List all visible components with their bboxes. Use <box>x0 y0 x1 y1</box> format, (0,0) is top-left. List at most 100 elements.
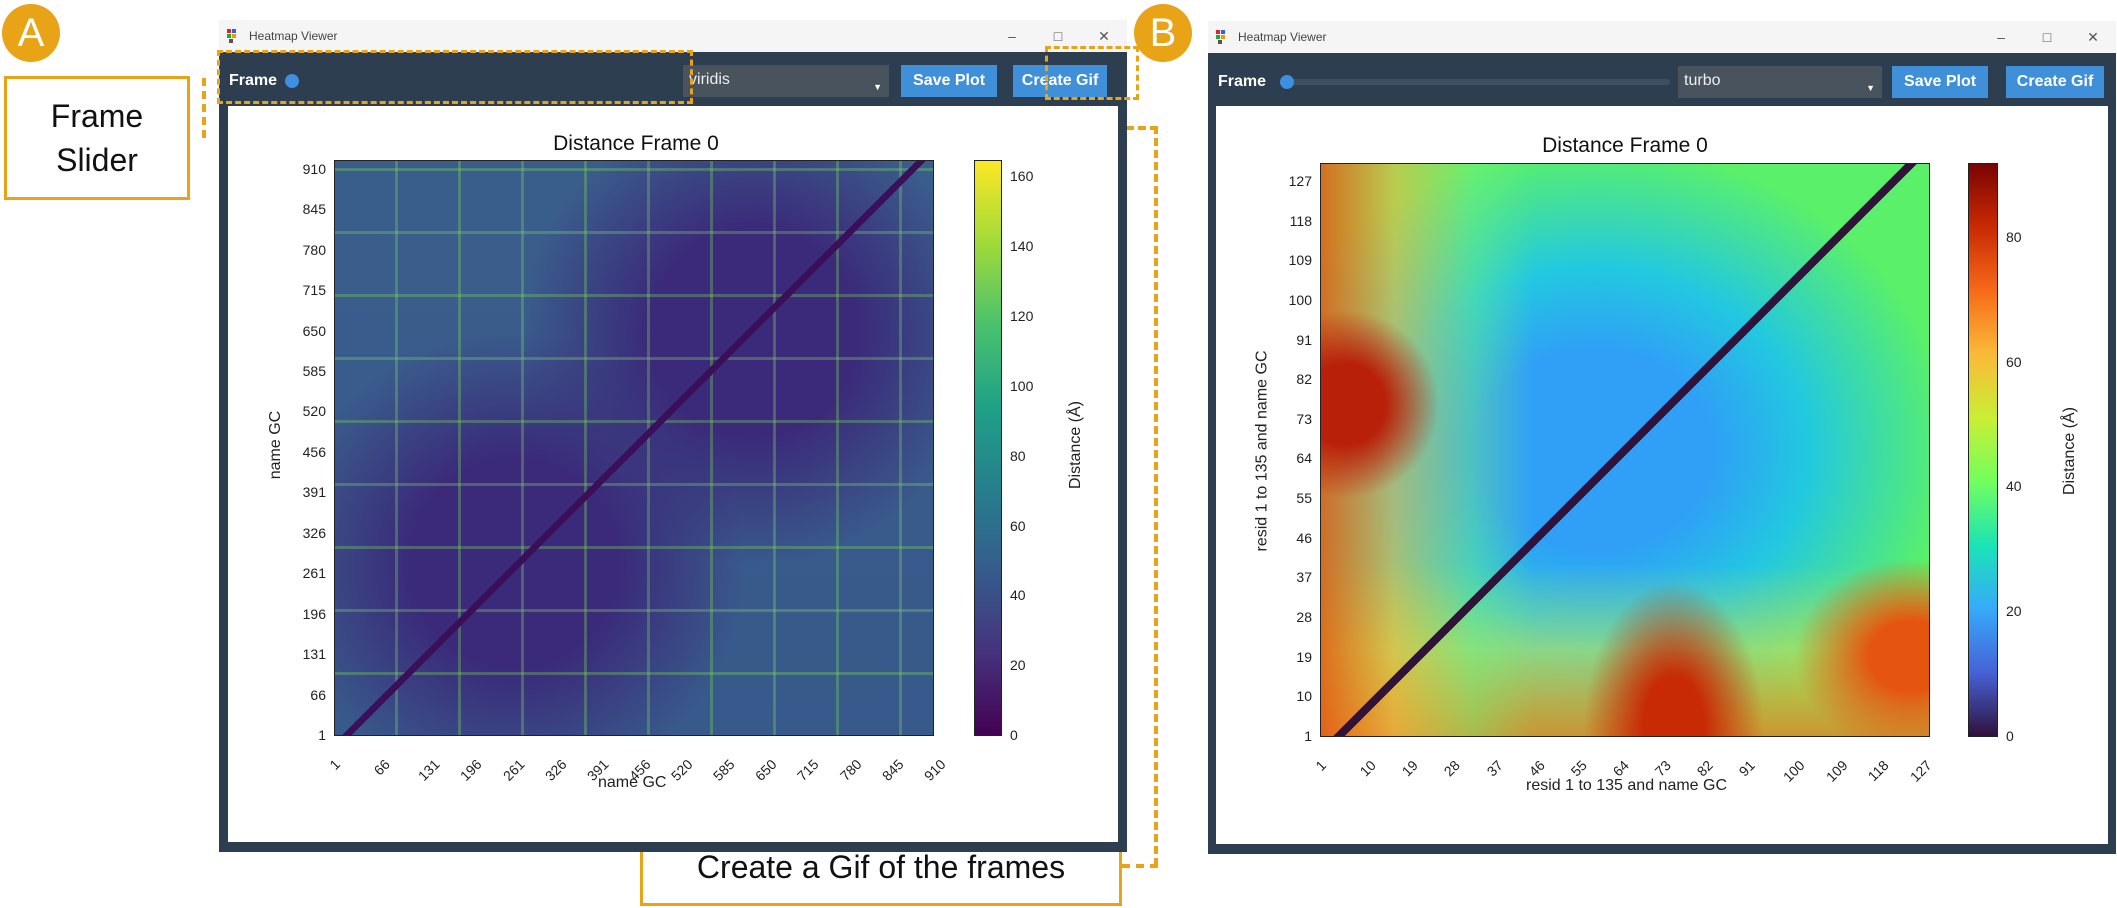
colorbar-tick-label: 0 <box>2006 728 2014 744</box>
frame-slider-connector <box>202 78 206 138</box>
frame-slider[interactable] <box>1280 75 1671 89</box>
colorbar-tick-label: 80 <box>1010 447 1026 464</box>
y-tick-label: 326 <box>302 524 326 541</box>
colorbar-label: Distance (Å) <box>2061 406 2079 496</box>
y-tick-label: 64 <box>1296 450 1312 467</box>
frame-label: Frame <box>229 72 278 89</box>
y-tick-label: 28 <box>1296 609 1312 626</box>
colorbar-tick-label: 120 <box>1010 308 1034 325</box>
x-tick-label: 780 <box>836 756 865 784</box>
y-tick-label: 1 <box>318 727 326 743</box>
maximize-icon[interactable]: □ <box>2042 28 2052 45</box>
minimize-icon[interactable]: – <box>1997 28 2005 45</box>
colorbar-tick-label: 100 <box>1010 377 1034 394</box>
save-plot-button[interactable]: Save Plot <box>1892 66 1989 98</box>
x-tick-label: 131 <box>415 756 443 784</box>
x-tick-label: 66 <box>370 756 394 779</box>
x-tick-label: 520 <box>667 756 696 784</box>
x-tick-label: 46 <box>1525 757 1548 780</box>
heatmap-a <box>334 160 934 736</box>
x-tick-label: 650 <box>752 756 780 784</box>
x-tick-label: 585 <box>709 756 738 784</box>
y-tick-label: 845 <box>302 201 326 218</box>
create-gif-callout-text: Create a Gif of the frames <box>696 848 1066 885</box>
x-tick-label: 127 <box>1906 757 1935 785</box>
y-tick-label: 391 <box>302 484 326 501</box>
y-tick-label: 196 <box>302 605 326 622</box>
y-tick-label: 127 <box>1288 172 1312 189</box>
colorbar-a <box>974 160 1002 736</box>
toolbar-a: Frame viridis ▼ Save Plot Create Gif <box>219 52 1127 110</box>
heatmap-viewer-window-b: Heatmap Viewer – □ ✕ Frame turbo ▼ Save … <box>1208 21 2116 854</box>
y-tick-label: 82 <box>1296 371 1312 388</box>
colorbar-tick-label: 40 <box>2006 478 2022 495</box>
y-tick-label: 456 <box>302 443 326 460</box>
plot-title: Distance Frame 0 <box>553 132 719 155</box>
frame-slider-callout: Frame Slider <box>4 76 190 200</box>
colormap-select[interactable]: turbo ▼ <box>1678 66 1883 98</box>
colorbar-tick-label: 140 <box>1010 238 1034 255</box>
x-tick-label: 118 <box>1864 757 1892 785</box>
titlebar-a: Heatmap Viewer – □ ✕ <box>219 20 1127 52</box>
minimize-icon[interactable]: – <box>1008 27 1016 44</box>
y-tick-label: 66 <box>310 686 326 703</box>
frame-slider-handle[interactable] <box>1280 75 1295 89</box>
y-tick-label: 131 <box>302 646 326 663</box>
plot-title: Distance Frame 0 <box>1542 134 1708 157</box>
y-tick-label: 91 <box>1296 331 1312 348</box>
y-tick-label: 109 <box>1288 252 1312 269</box>
x-tick-label: 55 <box>1567 757 1590 780</box>
create-gif-connector-right <box>1154 126 1158 866</box>
plot-area-a: Distance Frame 0 1 66 131 196 261 326 391 456 52… <box>228 106 1118 842</box>
close-icon[interactable]: ✕ <box>2087 28 2099 45</box>
colorbar-tick-label: 20 <box>2006 603 2022 620</box>
chevron-down-icon: ▼ <box>1866 83 1876 93</box>
toolbar-b: Frame turbo ▼ Save Plot Create Gif <box>1208 53 2116 111</box>
frame-slider-handle[interactable] <box>285 74 300 88</box>
close-icon[interactable]: ✕ <box>1098 27 1110 44</box>
panel-label-a: A <box>2 4 60 62</box>
colorbar-tick-label: 20 <box>1010 657 1026 674</box>
y-tick-label: 650 <box>302 322 326 339</box>
colorbar-tick-label: 160 <box>1010 168 1034 185</box>
y-tick-label: 73 <box>1296 410 1312 427</box>
colorbar-tick-label: 40 <box>1010 587 1026 604</box>
colorbar-b <box>1968 163 1998 737</box>
colorbar-tick-label: 80 <box>2006 228 2022 245</box>
heatmap-b <box>1320 163 1930 737</box>
y-tick-label: 261 <box>302 565 326 582</box>
colorbar-label: Distance (Å) <box>1067 400 1085 490</box>
frame-slider-callout-text: Frame Slider <box>50 98 144 178</box>
y-tick-label: 46 <box>1296 529 1312 546</box>
window-title: Heatmap Viewer <box>249 29 338 43</box>
colormap-value: viridis <box>689 71 730 88</box>
x-tick-label: 1 <box>1312 757 1330 774</box>
x-tick-label: 326 <box>541 756 570 784</box>
x-tick-label: 73 <box>1651 757 1674 780</box>
create-gif-button[interactable]: Create Gif <box>2006 66 2105 98</box>
y-tick-label: 37 <box>1296 569 1312 586</box>
y-tick-label: 55 <box>1296 490 1312 507</box>
create-gif-highlight <box>1045 46 1139 100</box>
create-gif-connector-bottom <box>1122 864 1158 868</box>
frame-slider[interactable] <box>285 74 682 88</box>
save-plot-button[interactable]: Save Plot <box>901 65 998 97</box>
x-tick-label: 715 <box>794 756 823 784</box>
window-title: Heatmap Viewer <box>1238 30 1327 44</box>
maximize-icon[interactable]: □ <box>1053 27 1063 44</box>
y-tick-label: 1 <box>1304 728 1312 744</box>
x-tick-label: 100 <box>1780 757 1809 785</box>
y-tick-label: 780 <box>302 241 326 258</box>
y-tick-label: 910 <box>302 160 326 177</box>
colormap-select[interactable]: viridis ▼ <box>683 65 890 97</box>
app-logo-icon <box>1216 30 1230 44</box>
x-axis-label: name GC <box>598 774 667 791</box>
y-tick-label: 10 <box>1296 688 1312 705</box>
x-tick-label: 91 <box>1735 757 1759 780</box>
plot-area-b: Distance Frame 0 1 10 19 28 37 46 55 64 73 82 91 10… <box>1216 106 2108 844</box>
heatmap-viewer-window-a: Heatmap Viewer – □ ✕ Frame viridis ▼ Sav… <box>217 20 1139 852</box>
y-tick-label: 715 <box>302 282 326 299</box>
create-gif-button[interactable]: Create Gif <box>1013 65 1108 97</box>
colorbar-tick-label: 60 <box>2006 353 2022 370</box>
y-tick-label: 118 <box>1289 212 1312 229</box>
